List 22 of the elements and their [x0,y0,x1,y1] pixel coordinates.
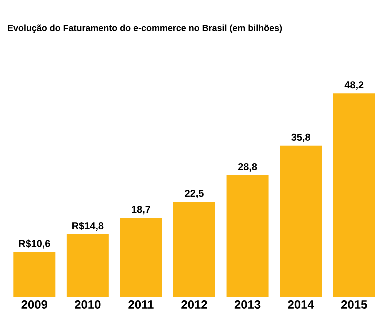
x-tick-label: 2011 [128,300,154,309]
x-tick-label: 2012 [182,300,208,309]
x-tick-label: 2009 [22,300,48,309]
bar [66,234,109,297]
bar [333,94,376,297]
data-label: 48,2 [344,82,364,90]
bar [280,146,322,297]
data-label: R$10,6 [19,240,50,249]
bar [226,175,269,297]
data-label: 22,5 [185,190,204,199]
x-tick-label: 2014 [288,300,314,309]
chart-title: Evolução do Faturamento do e-commerce no Brasil (em bilhões) [8,24,282,34]
data-label: 28,8 [238,163,258,172]
bar [14,252,56,297]
x-tick-label: 2015 [341,300,368,309]
data-label: 18,7 [132,206,150,215]
data-label: R$14,8 [72,222,104,232]
bar [120,218,162,297]
x-tick-label: 2013 [234,300,261,310]
bar [174,202,216,297]
data-label: 35,8 [292,134,310,142]
x-tick-label: 2010 [75,300,101,309]
